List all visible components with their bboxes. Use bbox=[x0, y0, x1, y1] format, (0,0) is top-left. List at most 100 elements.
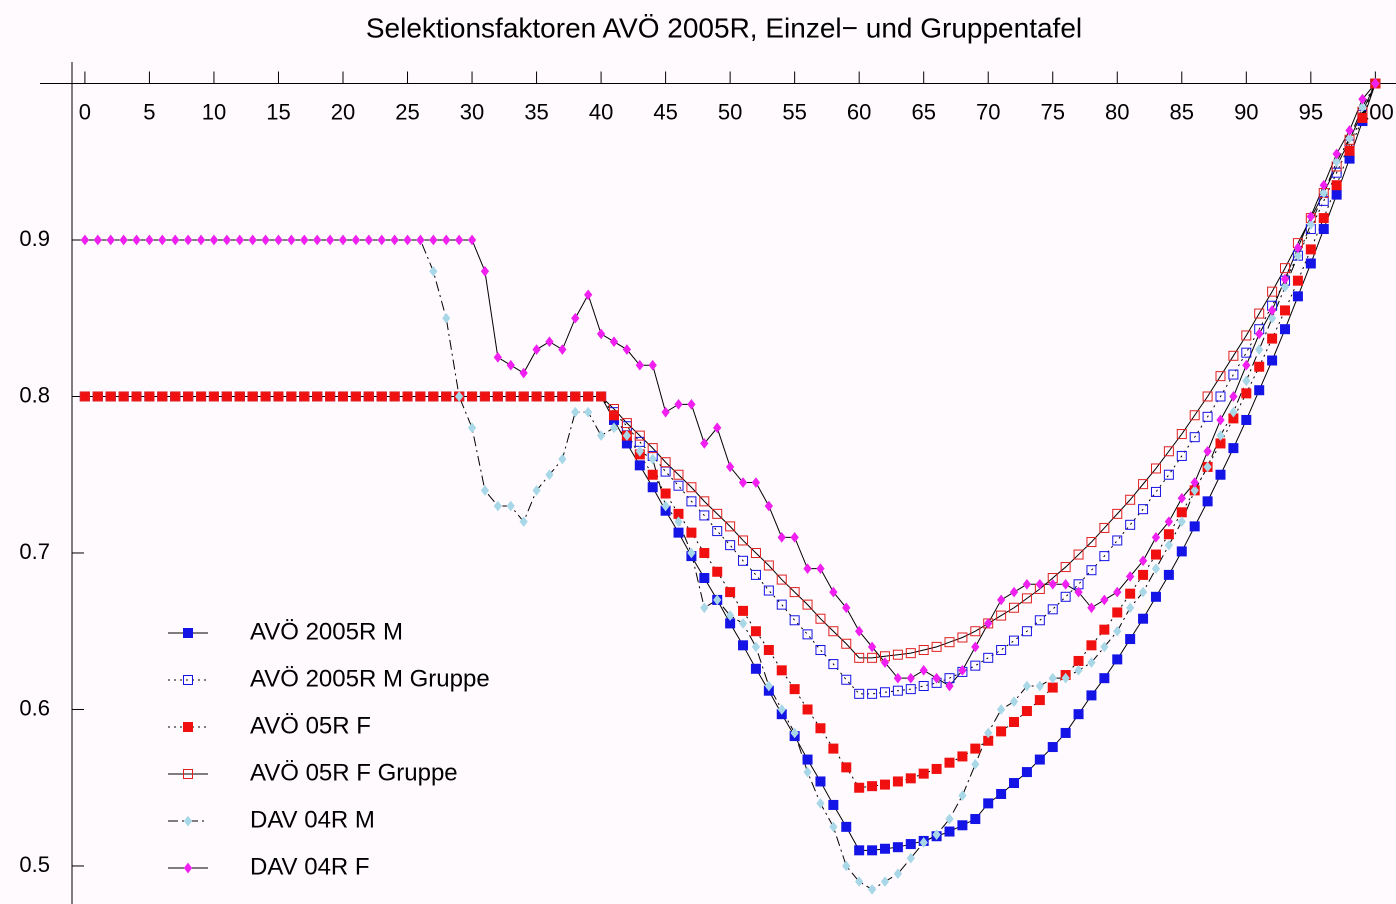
marker bbox=[1099, 624, 1110, 635]
legend-marker bbox=[183, 675, 193, 685]
marker bbox=[1280, 324, 1291, 335]
marker bbox=[879, 779, 890, 790]
marker bbox=[222, 234, 231, 246]
marker bbox=[1009, 602, 1020, 613]
x-tick-label: 15 bbox=[266, 99, 290, 124]
marker bbox=[867, 641, 877, 653]
marker bbox=[905, 684, 916, 695]
x-tick-label: 30 bbox=[460, 99, 484, 124]
marker bbox=[984, 727, 993, 739]
marker bbox=[467, 422, 477, 434]
y-tick-label: 0.7 bbox=[19, 539, 50, 564]
marker bbox=[1099, 673, 1110, 684]
marker bbox=[1087, 602, 1096, 614]
marker bbox=[260, 391, 271, 402]
marker bbox=[867, 688, 878, 699]
marker bbox=[1357, 112, 1368, 123]
x-tick-label: 65 bbox=[911, 99, 935, 124]
marker bbox=[1241, 388, 1252, 399]
marker bbox=[132, 234, 141, 246]
marker bbox=[803, 563, 812, 574]
marker bbox=[944, 826, 955, 837]
marker bbox=[1228, 369, 1239, 380]
marker bbox=[945, 680, 954, 692]
marker bbox=[970, 660, 981, 671]
marker bbox=[442, 312, 451, 324]
marker bbox=[1215, 469, 1226, 480]
marker bbox=[1331, 167, 1342, 178]
marker bbox=[325, 391, 336, 402]
marker bbox=[919, 665, 928, 676]
marker bbox=[622, 430, 632, 441]
legend-label: AVÖ 05R F Gruppe bbox=[250, 759, 458, 786]
marker bbox=[1022, 578, 1032, 590]
marker bbox=[634, 460, 645, 471]
marker bbox=[157, 391, 168, 402]
marker bbox=[673, 480, 684, 491]
marker bbox=[1009, 778, 1020, 789]
marker bbox=[1318, 213, 1329, 224]
marker bbox=[93, 234, 102, 246]
marker bbox=[1164, 516, 1174, 527]
marker bbox=[1190, 477, 1199, 488]
marker bbox=[519, 367, 528, 379]
marker bbox=[842, 602, 851, 614]
marker bbox=[1189, 521, 1200, 532]
marker bbox=[287, 234, 296, 246]
marker bbox=[402, 391, 413, 402]
marker bbox=[1150, 549, 1161, 560]
marker bbox=[1242, 375, 1251, 387]
marker bbox=[338, 234, 348, 246]
marker bbox=[1229, 406, 1238, 418]
marker bbox=[492, 391, 503, 402]
marker bbox=[363, 391, 374, 402]
marker bbox=[184, 234, 193, 246]
marker bbox=[1151, 532, 1161, 543]
marker bbox=[558, 453, 567, 465]
marker bbox=[712, 508, 723, 519]
legend-label: DAV 04R M bbox=[250, 806, 375, 833]
marker bbox=[1150, 463, 1161, 474]
marker bbox=[208, 391, 219, 402]
marker bbox=[144, 391, 155, 402]
marker bbox=[1345, 125, 1354, 136]
marker bbox=[958, 790, 967, 801]
marker bbox=[970, 743, 981, 754]
marker bbox=[1293, 250, 1303, 261]
marker bbox=[261, 234, 270, 246]
marker bbox=[686, 496, 697, 507]
marker bbox=[1021, 706, 1032, 717]
marker bbox=[699, 510, 710, 521]
marker bbox=[828, 799, 839, 810]
marker bbox=[1267, 305, 1277, 316]
marker bbox=[1073, 709, 1084, 720]
marker bbox=[1138, 613, 1149, 624]
marker bbox=[493, 352, 502, 363]
marker bbox=[273, 391, 284, 402]
marker bbox=[686, 527, 697, 538]
marker bbox=[1009, 586, 1019, 598]
marker bbox=[802, 704, 813, 715]
marker bbox=[118, 391, 129, 402]
marker bbox=[763, 645, 774, 656]
marker bbox=[80, 234, 90, 246]
marker bbox=[1021, 626, 1032, 637]
x-tick-label: 85 bbox=[1170, 99, 1194, 124]
marker bbox=[880, 876, 890, 887]
marker bbox=[996, 726, 1007, 737]
marker bbox=[635, 445, 644, 457]
marker bbox=[337, 391, 348, 402]
marker bbox=[402, 391, 413, 402]
marker bbox=[1100, 641, 1109, 653]
marker bbox=[1060, 562, 1071, 573]
marker bbox=[686, 482, 697, 493]
marker bbox=[1035, 680, 1044, 692]
marker bbox=[79, 391, 90, 402]
marker bbox=[518, 391, 529, 402]
marker bbox=[1189, 410, 1200, 421]
marker bbox=[841, 821, 852, 832]
marker bbox=[996, 704, 1006, 715]
marker bbox=[1306, 219, 1315, 230]
marker bbox=[1086, 565, 1097, 576]
